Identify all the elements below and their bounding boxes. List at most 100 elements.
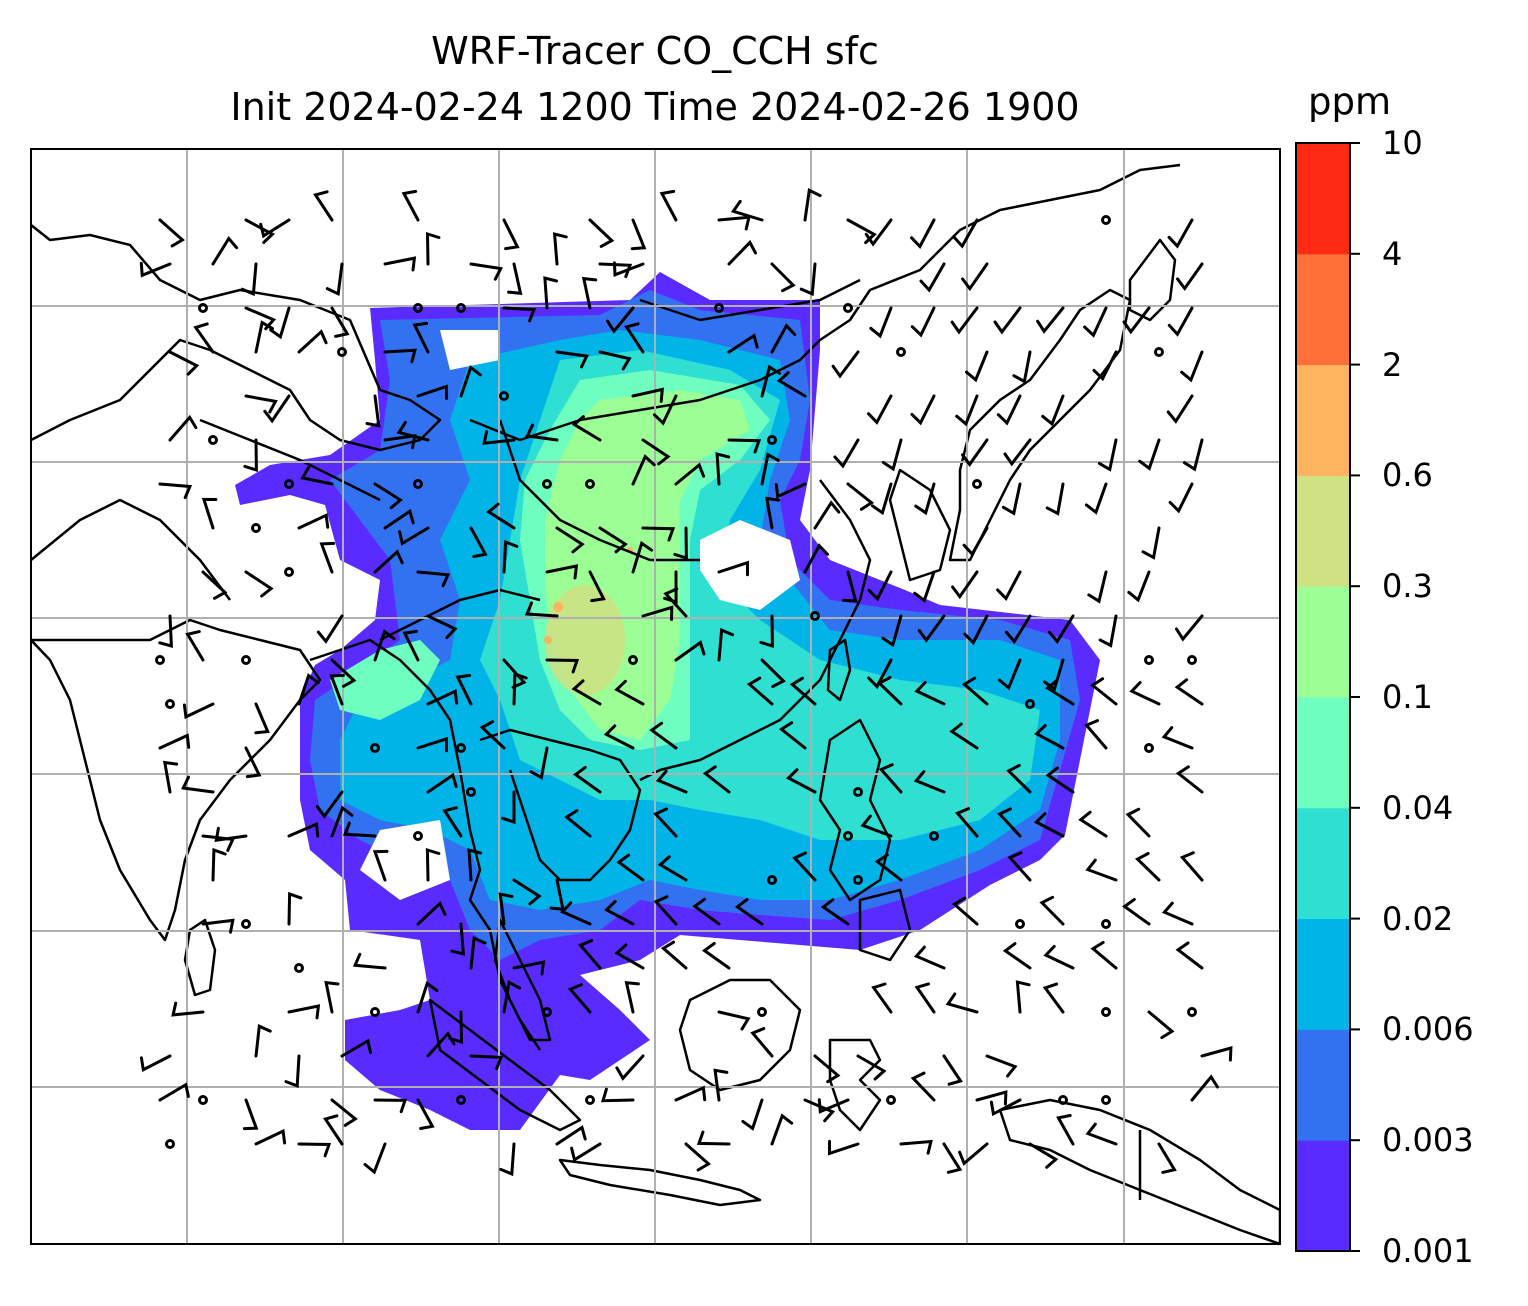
- wind-barb: [512, 878, 542, 906]
- wind-barb: [813, 500, 841, 530]
- calm-wind-marker: [757, 1007, 767, 1017]
- calm-wind-marker: [1144, 655, 1154, 665]
- wind-barb: [325, 262, 344, 297]
- calm-wind-marker: [413, 479, 423, 489]
- coastline-new-guinea: [998, 1098, 1280, 1244]
- wind-barb: [158, 733, 191, 750]
- calm-wind-marker: [165, 1139, 175, 1149]
- wind-barb: [657, 855, 688, 882]
- colorbar-tick-label: 0.04: [1382, 788, 1454, 827]
- wind-barb: [1166, 394, 1194, 424]
- coastlines: [31, 163, 1280, 1244]
- wind-barb: [846, 482, 875, 511]
- wind-barb: [600, 1087, 635, 1103]
- wind-barb: [244, 394, 278, 414]
- wind-barb: [1002, 942, 1032, 970]
- calm-wind-marker: [1187, 655, 1197, 665]
- wind-barb: [571, 415, 602, 442]
- wind-barb: [426, 1031, 456, 1058]
- calm-wind-marker: [972, 479, 982, 489]
- wind-barb: [426, 772, 458, 794]
- wind-barb: [340, 1038, 372, 1058]
- wind-barb: [715, 452, 731, 486]
- wind-barb: [1167, 306, 1194, 337]
- wind-barb: [287, 891, 303, 926]
- wind-barb: [578, 939, 602, 970]
- wind-barb: [598, 526, 628, 554]
- wind-barb: [945, 992, 979, 1014]
- wind-barb: [545, 658, 580, 674]
- wind-barb: [329, 673, 345, 706]
- wind-barb: [450, 922, 466, 956]
- wind-barb: [1033, 812, 1065, 838]
- wind-barb: [499, 1142, 516, 1177]
- wind-barb: [910, 1071, 936, 1102]
- wind-barb: [297, 329, 328, 354]
- calm-wind-marker: [853, 875, 863, 885]
- wind-barb: [502, 539, 519, 574]
- wind-barb: [1176, 262, 1204, 292]
- wind-barb: [1012, 350, 1032, 384]
- wind-barb: [1045, 766, 1075, 794]
- wind-barb: [552, 232, 568, 266]
- wind-barb: [630, 218, 647, 251]
- wind-barb: [416, 736, 448, 753]
- wind-barb: [158, 218, 185, 248]
- wind-barb: [961, 676, 989, 706]
- wind-barb: [383, 508, 415, 530]
- wind-barb: [612, 261, 645, 277]
- wind-barb: [287, 1004, 321, 1020]
- wind-barb: [730, 199, 764, 222]
- wind-barb: [624, 322, 645, 354]
- wind-barb: [502, 980, 522, 1014]
- wind-barb: [881, 438, 903, 472]
- calm-wind-marker: [208, 435, 218, 445]
- wind-barb: [996, 570, 1022, 602]
- wind-barb: [502, 218, 520, 251]
- calm-wind-marker: [843, 831, 853, 841]
- wind-barb: [1190, 1074, 1219, 1102]
- wind-barb: [760, 452, 780, 486]
- wind-barb: [1175, 765, 1204, 794]
- wind-barb: [631, 387, 664, 403]
- wind-barb: [244, 218, 275, 244]
- wind-barb: [555, 350, 589, 369]
- wind-barb: [813, 1054, 841, 1084]
- wind-barb: [416, 1098, 435, 1130]
- wind-barb: [674, 462, 706, 486]
- wind-barb: [867, 658, 893, 690]
- wind-barb: [316, 614, 344, 644]
- field-gap-1: [700, 520, 800, 610]
- wind-barb: [315, 790, 344, 819]
- wind-barb: [211, 847, 227, 882]
- wind-barb: [1015, 980, 1031, 1014]
- colorbar-tick-label: 4: [1382, 234, 1403, 273]
- wind-barb: [913, 945, 946, 970]
- calm-wind-marker: [241, 919, 251, 929]
- wind-barb: [162, 760, 179, 794]
- wind-barb: [139, 261, 172, 278]
- colorbar-segment: [1296, 1140, 1350, 1252]
- calm-wind-marker: [1015, 919, 1025, 929]
- wind-barb: [996, 394, 1022, 426]
- wind-barb: [727, 239, 757, 266]
- wind-barb: [1180, 350, 1204, 383]
- colorbar-tick-label: 0.02: [1382, 899, 1454, 938]
- wind-barb: [1056, 1114, 1075, 1146]
- calm-wind-marker: [284, 567, 294, 577]
- wind-barb: [168, 350, 200, 376]
- calm-wind-marker: [284, 479, 294, 489]
- wind-barb: [588, 570, 606, 603]
- wind-barb: [171, 1001, 205, 1017]
- wind-barb: [287, 821, 320, 838]
- wind-barb: [181, 775, 215, 794]
- wind-barb: [919, 262, 946, 293]
- calm-wind-marker: [628, 655, 638, 665]
- calm-wind-marker: [1058, 1095, 1068, 1105]
- wind-barb: [581, 276, 598, 310]
- wind-barb: [1161, 726, 1194, 750]
- wind-barb: [543, 276, 558, 310]
- wind-barb: [1129, 681, 1161, 706]
- wind-barb: [1087, 570, 1108, 604]
- wind-barb: [501, 790, 516, 825]
